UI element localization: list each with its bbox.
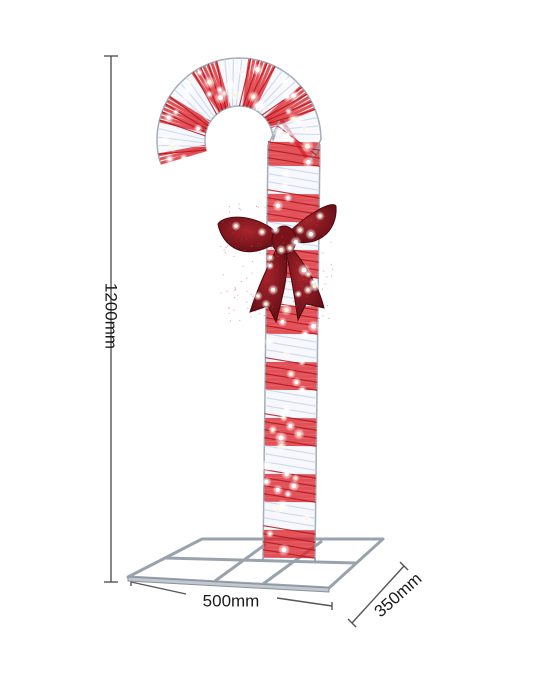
height-label: 1200mm (101, 282, 121, 350)
depth-dimension-line (347, 561, 409, 628)
base-frame (126, 537, 385, 593)
height-dimension-line (104, 55, 118, 583)
fairy-lights (160, 63, 325, 557)
width-label: 500mm (202, 591, 260, 611)
